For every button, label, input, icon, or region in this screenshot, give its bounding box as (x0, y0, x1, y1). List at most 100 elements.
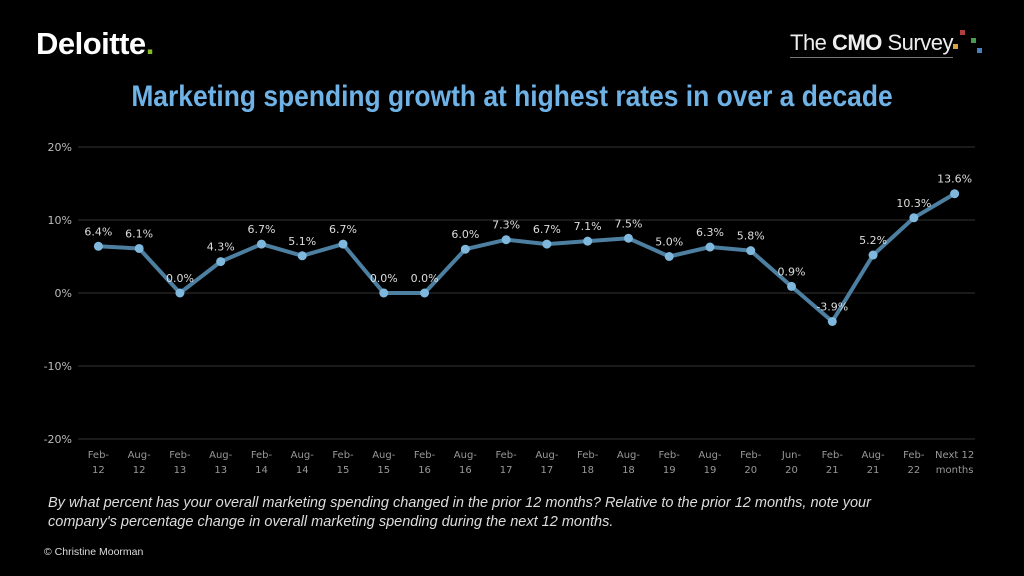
data-label: 10.3% (896, 197, 931, 210)
x-tick-label: 17 (541, 465, 554, 476)
x-tick-label: Feb- (495, 450, 517, 461)
x-tick-label: Jun- (781, 450, 802, 461)
data-point (705, 242, 715, 252)
logo-square (971, 38, 976, 43)
data-point (256, 239, 266, 249)
data-label: 5.2% (859, 234, 887, 247)
x-tick-label: Feb- (414, 450, 436, 461)
data-label: 13.6% (937, 173, 972, 186)
data-point (950, 189, 960, 199)
x-tick-label: 15 (337, 465, 350, 476)
copyright: © Christine Moorman (44, 546, 144, 558)
data-label: 0.0% (370, 272, 398, 285)
x-tick-label: Aug- (617, 450, 641, 461)
data-label: 7.1% (574, 220, 602, 233)
data-label: 6.7% (329, 223, 357, 236)
x-tick-label: Feb- (740, 450, 762, 461)
x-tick-label: Aug- (698, 450, 722, 461)
y-tick-label: 20% (48, 141, 72, 154)
cmo-survey-logo: The CMO Survey (790, 30, 953, 58)
data-label: 4.3% (207, 241, 235, 254)
data-label: 7.5% (614, 217, 642, 230)
series-line (98, 191, 956, 324)
data-label: 5.1% (288, 235, 316, 248)
chart-title: Marketing spending growth at highest rat… (131, 80, 893, 113)
data-point (501, 235, 511, 245)
data-label: 5.0% (655, 236, 683, 249)
logo-square (977, 48, 982, 53)
x-tick-label: Aug- (128, 450, 152, 461)
x-tick-label: Feb- (822, 450, 844, 461)
x-tick-label: Next 12 (935, 450, 974, 461)
logo-square (960, 30, 965, 35)
x-tick-label: 14 (296, 465, 309, 476)
data-label: 6.7% (533, 223, 561, 236)
x-tick-label: 19 (704, 465, 717, 476)
data-label: 5.8% (737, 230, 765, 243)
x-tick-label: Aug- (454, 450, 478, 461)
data-point (420, 288, 430, 298)
x-tick-label: 12 (92, 465, 105, 476)
x-tick-label: 20 (744, 465, 757, 476)
x-tick-label: Aug- (861, 450, 885, 461)
x-tick-label: 12 (133, 465, 146, 476)
x-tick-label: Feb- (88, 450, 110, 461)
y-tick-label: 10% (48, 214, 72, 227)
x-tick-label: 22 (907, 465, 920, 476)
data-point (460, 244, 470, 254)
y-tick-label: 0% (55, 287, 72, 300)
x-tick-label: Aug- (372, 450, 396, 461)
data-point (868, 250, 878, 260)
x-tick-label: Feb- (251, 450, 273, 461)
x-tick-label: 15 (377, 465, 390, 476)
x-tick-label: 20 (785, 465, 798, 476)
data-point (134, 243, 144, 253)
data-point (338, 239, 348, 249)
x-tick-label: Feb- (903, 450, 925, 461)
x-tick-label: 17 (500, 465, 513, 476)
data-point (827, 316, 837, 326)
data-point (379, 288, 389, 298)
x-tick-label: 16 (418, 465, 431, 476)
x-tick-label: 13 (174, 465, 187, 476)
data-point (664, 252, 674, 261)
x-tick-label: 19 (663, 465, 676, 476)
data-label: -3.9% (816, 300, 848, 313)
x-tick-label: Aug- (209, 450, 233, 461)
x-tick-label: Aug- (535, 450, 559, 461)
survey-question-note: By what percent has your overall marketi… (48, 495, 871, 530)
data-label: 7.3% (492, 219, 520, 232)
x-tick-label: Feb- (169, 450, 191, 461)
x-tick-label: Aug- (291, 450, 315, 461)
y-tick-label: -20% (44, 433, 72, 446)
data-point (623, 233, 633, 243)
data-label: 6.7% (248, 223, 276, 236)
data-point (746, 246, 756, 256)
x-tick-label: 13 (214, 465, 227, 476)
logo-square (953, 44, 958, 49)
data-point (787, 281, 797, 291)
y-tick-label: -10% (44, 360, 72, 373)
data-point (909, 213, 919, 223)
data-point (297, 251, 307, 261)
x-tick-label: Feb- (659, 450, 681, 461)
x-tick-label: 18 (622, 465, 635, 476)
data-label: 0.0% (411, 272, 439, 285)
data-point (216, 257, 226, 267)
deloitte-logo: Deloitte. (36, 26, 154, 61)
data-point (583, 236, 593, 246)
data-label: 6.1% (125, 227, 153, 240)
data-point (175, 288, 185, 298)
data-point (542, 239, 552, 249)
data-label: 0.0% (166, 272, 194, 285)
x-tick-label: 21 (826, 465, 839, 476)
x-tick-label: 18 (581, 465, 594, 476)
x-tick-label: Feb- (577, 450, 599, 461)
x-tick-label: Feb- (332, 450, 354, 461)
x-tick-label: 21 (867, 465, 880, 476)
x-tick-label: 14 (255, 465, 268, 476)
x-tick-label: months (936, 465, 974, 476)
x-tick-label: 16 (459, 465, 472, 476)
data-label: 6.0% (451, 228, 479, 241)
